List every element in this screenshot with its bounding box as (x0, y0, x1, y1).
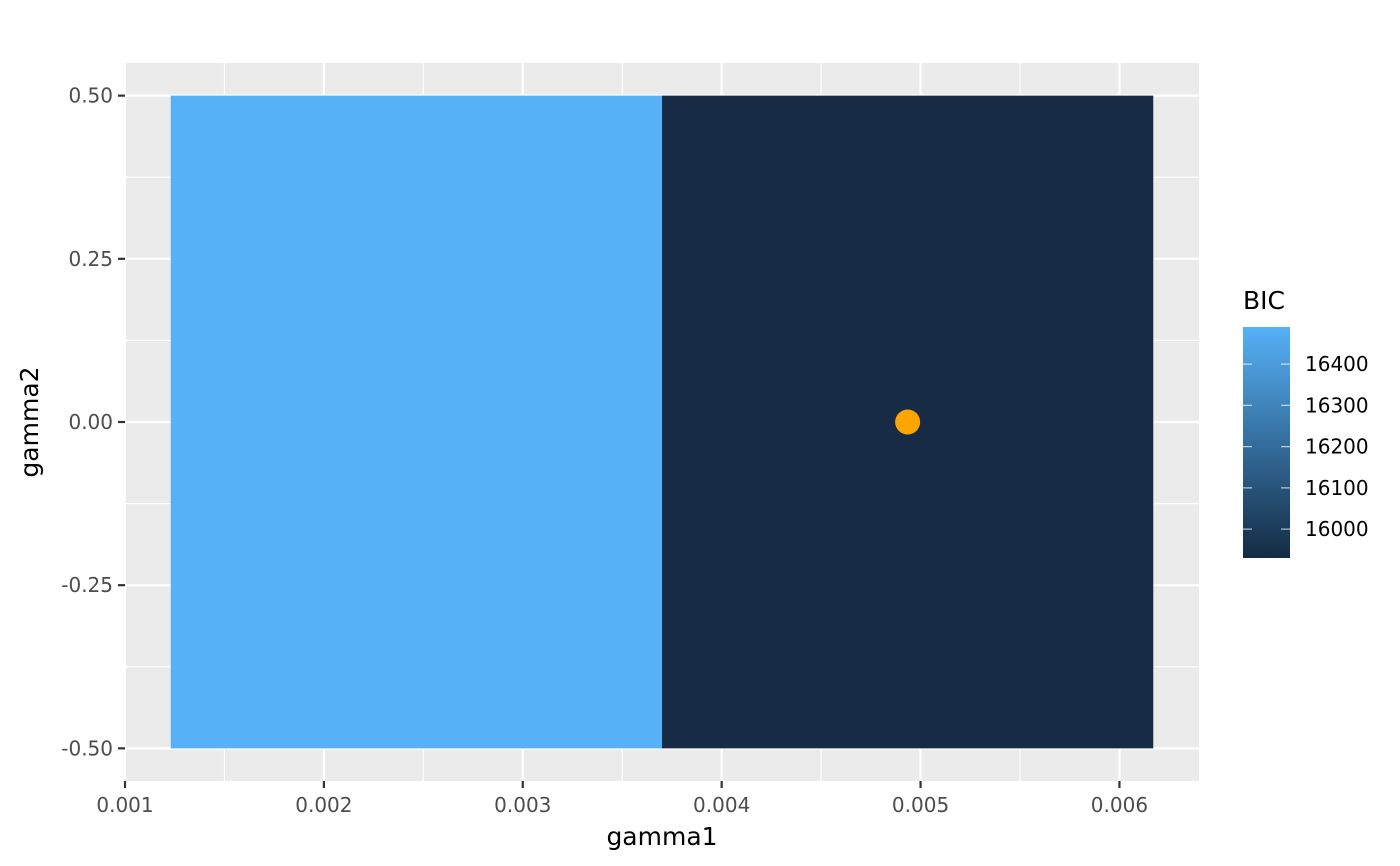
optimum-point (895, 409, 921, 435)
legend-label: 16200 (1305, 435, 1369, 459)
legend-label: 16300 (1305, 393, 1369, 417)
legend: BIC 16400 16300 16200 16100 16000 (1243, 286, 1369, 558)
heatmap-tile (170, 95, 662, 749)
x-tick-label: 0.005 (892, 793, 949, 817)
x-tick-label: 0.006 (1091, 793, 1148, 817)
legend-label: 16000 (1305, 517, 1369, 541)
heatmap-tiles (170, 95, 1154, 749)
x-tick-label: 0.001 (96, 793, 153, 817)
x-tick-label: 0.004 (693, 793, 750, 817)
x-axis-title: gamma1 (606, 822, 717, 851)
y-tick-label: 0.00 (68, 410, 113, 434)
axes: 0.001 0.002 0.003 0.004 0.005 0.006 -0.50 -0.25… (61, 84, 1148, 817)
x-tick-label: 0.002 (295, 793, 352, 817)
legend-label: 16400 (1305, 352, 1369, 376)
highlight-points (895, 409, 921, 435)
y-tick-label: 0.25 (68, 247, 113, 271)
y-tick-label: -0.25 (61, 573, 113, 597)
x-tick-label: 0.003 (494, 793, 551, 817)
y-axis-title: gamma2 (15, 366, 44, 477)
legend-colorbar (1243, 327, 1290, 558)
legend-label: 16100 (1305, 476, 1369, 500)
y-tick-label: -0.50 (61, 736, 113, 760)
legend-title: BIC (1243, 286, 1285, 315)
y-tick-label: 0.50 (68, 84, 113, 108)
